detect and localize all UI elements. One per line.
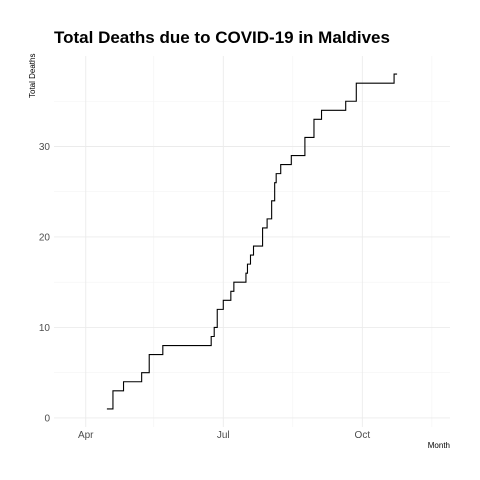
x-axis-label: Month (428, 441, 450, 450)
y-axis-label: Total Deaths (28, 54, 37, 98)
x-tick-label: Jul (217, 430, 230, 441)
x-tick-label: Oct (355, 430, 371, 441)
chart-title: Total Deaths due to COVID-19 in Maldives (54, 28, 390, 47)
y-axis-tick-labels: 0 10 20 30 (39, 142, 51, 424)
y-tick-label: 20 (39, 232, 51, 243)
y-tick-label: 30 (39, 142, 51, 153)
x-tick-label: Apr (78, 430, 94, 441)
series-line (106, 73, 398, 410)
x-axis-tick-labels: Apr Jul Oct (78, 430, 370, 441)
y-tick-label: 10 (39, 323, 51, 334)
grid-major-lines (54, 56, 450, 427)
grid-minor-lines (54, 56, 450, 427)
y-tick-label: 0 (44, 413, 50, 424)
